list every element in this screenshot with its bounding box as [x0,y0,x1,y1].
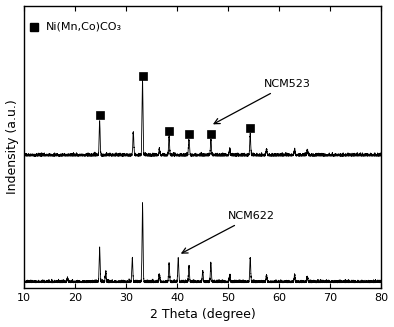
Text: NCM622: NCM622 [182,211,275,253]
Text: Ni(Mn,Co)CO₃: Ni(Mn,Co)CO₃ [46,22,122,32]
Text: NCM523: NCM523 [214,79,311,124]
Y-axis label: Indensity (a.u.): Indensity (a.u.) [6,99,19,194]
X-axis label: 2 Theta (degree): 2 Theta (degree) [150,308,256,321]
